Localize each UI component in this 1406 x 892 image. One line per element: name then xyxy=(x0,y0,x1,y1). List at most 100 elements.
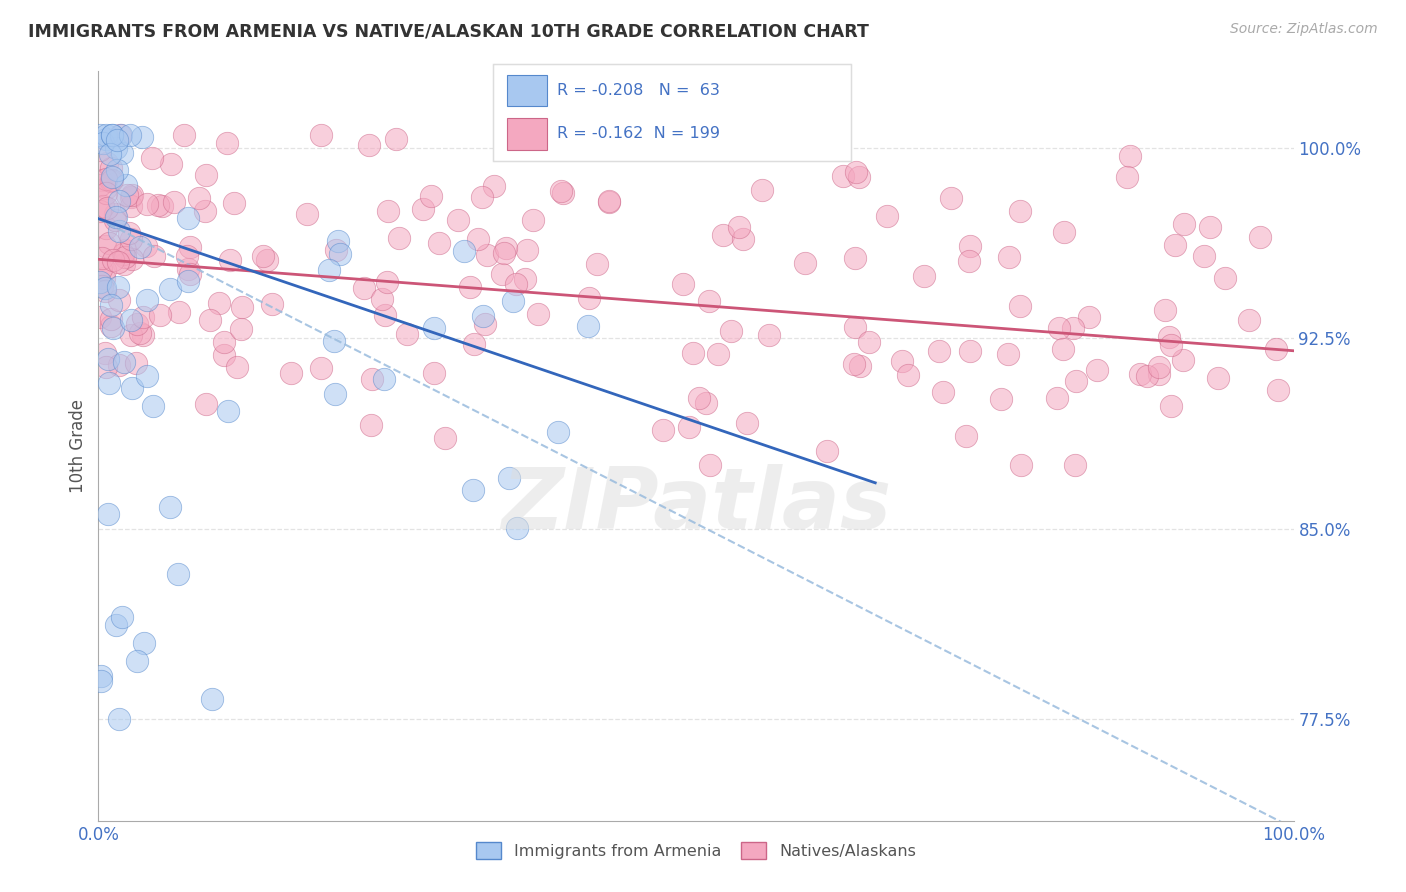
Point xyxy=(120,199,142,213)
Point xyxy=(423,366,446,380)
Legend: Immigrants from Armenia, Natives/Alaskans: Immigrants from Armenia, Natives/Alaskan… xyxy=(470,836,922,865)
Point xyxy=(90,172,112,186)
Point xyxy=(527,307,550,321)
Point xyxy=(1064,374,1087,388)
Point xyxy=(845,164,868,178)
Point xyxy=(107,254,129,268)
Point xyxy=(959,344,981,359)
Point xyxy=(458,279,481,293)
Point xyxy=(1008,299,1031,313)
Point xyxy=(492,245,515,260)
Point xyxy=(858,334,880,349)
Point xyxy=(463,336,485,351)
Point xyxy=(697,293,720,308)
Point xyxy=(101,170,124,185)
Point xyxy=(93,239,115,253)
Point xyxy=(897,368,920,382)
Point xyxy=(91,136,114,151)
Point xyxy=(707,347,730,361)
Point xyxy=(849,359,872,373)
Point xyxy=(491,268,513,282)
Point xyxy=(1052,342,1074,356)
Point xyxy=(427,236,450,251)
Point xyxy=(163,194,186,209)
Point xyxy=(142,249,165,263)
Point xyxy=(101,252,124,267)
Point xyxy=(505,277,527,292)
Point xyxy=(141,151,163,165)
Point xyxy=(120,128,142,142)
Point xyxy=(1010,458,1032,472)
Point xyxy=(461,483,484,497)
Point xyxy=(1085,363,1108,377)
Point xyxy=(94,131,117,145)
Point xyxy=(751,184,773,198)
Point xyxy=(688,392,710,406)
Point xyxy=(1046,391,1069,405)
Point xyxy=(96,128,118,142)
Point xyxy=(212,348,235,362)
Point xyxy=(90,669,112,683)
Point xyxy=(96,360,118,375)
Point xyxy=(377,203,399,218)
Point xyxy=(1198,219,1220,234)
Point xyxy=(353,281,375,295)
Point xyxy=(578,291,600,305)
Point xyxy=(94,263,117,277)
Point xyxy=(132,636,155,650)
Point xyxy=(128,240,150,254)
Point xyxy=(1206,371,1229,385)
Point xyxy=(120,232,142,246)
Point xyxy=(447,213,470,227)
Point xyxy=(1047,321,1070,335)
Point xyxy=(131,328,153,343)
Point xyxy=(388,231,411,245)
Point xyxy=(959,239,981,253)
Point xyxy=(159,282,181,296)
Point xyxy=(188,191,211,205)
Point xyxy=(326,235,349,249)
Point xyxy=(98,235,121,250)
Point xyxy=(101,128,124,142)
Point xyxy=(128,326,150,340)
Point xyxy=(1163,237,1185,252)
Point xyxy=(136,197,159,211)
Point xyxy=(97,352,120,367)
Point xyxy=(815,444,838,458)
Point xyxy=(360,372,382,386)
Point xyxy=(513,271,536,285)
Point xyxy=(149,308,172,322)
Point xyxy=(651,423,673,437)
Point xyxy=(932,384,955,399)
Point xyxy=(107,358,129,372)
Point xyxy=(322,334,344,349)
Point xyxy=(474,318,496,332)
Point xyxy=(110,128,132,142)
Point xyxy=(105,210,128,224)
Point xyxy=(94,220,117,235)
Point xyxy=(360,417,382,432)
Point xyxy=(104,206,127,220)
Point xyxy=(96,156,118,170)
Point xyxy=(90,251,112,265)
Point xyxy=(89,275,111,289)
Point xyxy=(997,347,1019,361)
Point xyxy=(576,318,599,333)
Point xyxy=(118,226,141,240)
Point xyxy=(167,567,190,582)
Point xyxy=(1119,149,1142,163)
Point xyxy=(107,194,129,208)
Point xyxy=(371,293,394,307)
Point xyxy=(1267,384,1289,398)
Point xyxy=(295,207,318,221)
Point xyxy=(217,404,239,418)
Point xyxy=(100,312,122,326)
Point xyxy=(121,188,143,202)
Point xyxy=(793,255,815,269)
Point xyxy=(832,169,855,183)
Point xyxy=(955,429,977,443)
Point xyxy=(208,296,231,310)
Point xyxy=(194,204,217,219)
Point xyxy=(482,178,505,193)
Point xyxy=(1154,303,1177,318)
